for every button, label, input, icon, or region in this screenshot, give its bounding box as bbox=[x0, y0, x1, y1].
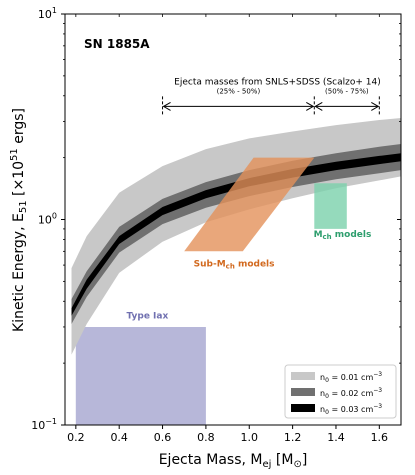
region-label-1: Sub-Mch models bbox=[194, 260, 275, 271]
y-tick-label-0: 10−1 bbox=[31, 417, 57, 432]
region-0 bbox=[75, 327, 206, 425]
ejecta-mass-brackets: Ejecta masses from SNLS+SDSS (Scalzo+ 14… bbox=[162, 77, 381, 117]
range-high-arrow-head-right bbox=[371, 101, 380, 111]
x-tick-label-2: 0.6 bbox=[154, 431, 172, 444]
axes: 0.2 0.4 0.6 0.8 1.0 1.2 1.4 1.6 10−1 100 101 bbox=[31, 6, 401, 444]
x-tick-label-5: 1.2 bbox=[284, 431, 302, 444]
y-tick-label-1: 100 bbox=[38, 212, 57, 227]
range-high-arrow bbox=[314, 101, 380, 111]
y-axis-label: Kinetic Energy, E51 [×1051 ergs] bbox=[9, 108, 29, 332]
y-tick-label-2: 101 bbox=[38, 6, 57, 21]
x-tick-label-6: 1.4 bbox=[327, 431, 345, 444]
legend-swatch-1 bbox=[291, 388, 315, 396]
range-low-arrow bbox=[162, 101, 315, 111]
legend-label-2: n0 = 0.03 cm−3 bbox=[320, 403, 382, 416]
range-low-arrow-head-left bbox=[162, 101, 171, 111]
x-tick-label-4: 1.0 bbox=[241, 431, 259, 444]
legend-swatch-0 bbox=[291, 372, 315, 380]
legend-label-1: n0 = 0.02 cm−3 bbox=[320, 387, 382, 400]
legend-swatch-2 bbox=[291, 404, 315, 412]
plot-area: Type Iax Sub-Mch models Mch models bbox=[71, 118, 401, 425]
range-low-arrow-head-right bbox=[306, 101, 315, 111]
range-high-arrow-head-left bbox=[314, 101, 323, 111]
x-tick-label-3: 0.8 bbox=[197, 431, 215, 444]
x-tick-label-0: 0.2 bbox=[67, 431, 85, 444]
region-2 bbox=[314, 183, 347, 229]
x-axis-label: Ejecta Mass, Mej [M⊙] bbox=[159, 452, 308, 470]
x-tick-label-1: 0.4 bbox=[110, 431, 128, 444]
legend-label-0: n0 = 0.01 cm−3 bbox=[320, 371, 382, 384]
range-low-label: (25% - 50%) bbox=[217, 88, 261, 96]
region-label-0: Type Iax bbox=[126, 311, 168, 321]
legend: n0 = 0.01 cm−3 n0 = 0.02 cm−3 n0 = 0.03 cm… bbox=[284, 364, 397, 419]
chart-title: SN 1885A bbox=[84, 37, 150, 51]
region-1 bbox=[184, 157, 315, 252]
bracket-title: Ejecta masses from SNLS+SDSS (Scalzo+ 14… bbox=[174, 77, 381, 87]
region-label-2: Mch models bbox=[314, 230, 372, 241]
range-high-label: (50% - 75%) bbox=[325, 88, 369, 96]
x-tick-label-7: 1.6 bbox=[371, 431, 389, 444]
